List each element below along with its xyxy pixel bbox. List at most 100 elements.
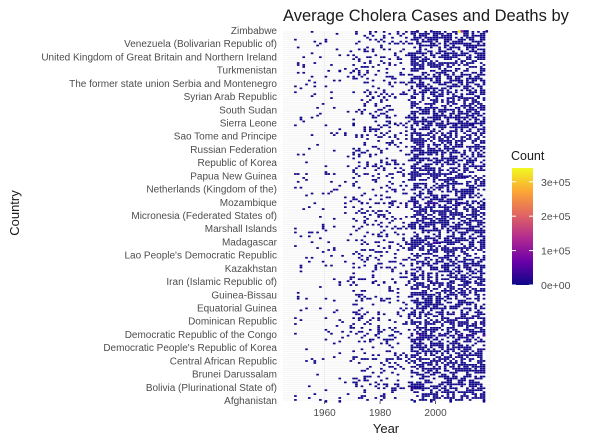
heatmap-tile [466,32,469,35]
heatmap-tile [474,272,477,275]
heatmap-tile [471,323,475,325]
heatmap-tile [396,31,400,33]
heatmap-tile [452,282,455,284]
heatmap-tile [427,369,430,372]
heatmap-tile [441,105,444,107]
heatmap-tile [460,276,464,279]
heatmap-tile [418,274,422,277]
heatmap-tile [396,299,400,302]
heatmap-tile [429,190,433,193]
heatmap-tile [466,110,469,113]
heatmap-tile [429,46,433,49]
heatmap-tile [418,140,422,142]
heatmap-tile [429,116,433,119]
heatmap-tile [360,369,364,372]
heatmap-tile [471,140,475,142]
heatmap-tile [377,40,380,43]
heatmap-tile [477,128,480,131]
heatmap-tile [421,225,425,228]
heatmap-tile [418,190,422,193]
heatmap-tile [482,140,486,142]
heatmap-tile [454,75,458,78]
heatmap-tile [418,138,422,140]
heatmap-tile [443,266,447,269]
heatmap-tile [468,352,472,355]
heatmap-tile [466,253,469,255]
heatmap-tile [410,179,414,181]
heatmap-tile [421,188,425,191]
heatmap-tile [477,165,480,168]
heatmap-tile [446,180,450,183]
heatmap-tile [360,317,364,320]
heatmap-tile [482,36,486,39]
heatmap-tile [477,340,480,343]
heatmap-tile [418,186,422,189]
heatmap-tile [382,124,386,127]
heatmap-tile [446,284,450,286]
heatmap-tile [454,371,458,374]
heatmap-tile [421,348,425,351]
heatmap-tile [482,169,486,172]
heatmap-tile [443,68,447,70]
heatmap-tile [438,171,441,173]
heatmap-tile [421,85,425,88]
heatmap-tile [452,52,455,55]
heatmap-tile-series [477,96,480,99]
heatmap-tile [352,206,355,209]
heatmap-tile [413,360,416,362]
heatmap-tile [460,145,464,148]
heatmap-tile [424,210,428,212]
heatmap-tile [443,305,447,308]
heatmap-tile [424,286,428,288]
heatmap-tile [466,83,469,86]
heatmap-tile [466,169,469,172]
heatmap-tile [454,383,458,386]
heatmap-tile [380,56,383,59]
heatmap-tile [427,192,430,195]
heatmap-tile [424,307,428,310]
heatmap-tile [449,134,453,136]
heatmap-tile [441,200,444,203]
legend-tick-label: 2e+05 [541,211,571,223]
heatmap-tile [438,62,441,64]
heatmap-tile [482,214,486,216]
heatmap-tile [460,214,464,216]
heatmap-tile [427,229,430,232]
heatmap-tile [482,231,486,234]
heatmap-tile [410,171,414,173]
heatmap-tile [449,387,453,390]
heatmap-tile [443,212,447,214]
heatmap-tile [443,40,447,43]
heatmap-tile [332,356,336,358]
heatmap-tile [424,291,428,294]
heatmap-tile [479,155,483,158]
heatmap-tile [446,330,450,333]
heatmap-tile [438,367,441,370]
heatmap-tile [421,247,425,249]
heatmap-tile [468,348,472,351]
x-tick-label: 2000 [424,408,447,419]
heatmap-tile [443,254,447,257]
heatmap-tile [443,56,447,59]
heatmap-tile [471,328,475,331]
heatmap-tile [477,75,480,78]
heatmap-tile [474,208,477,210]
heatmap-tile [377,214,380,216]
heatmap-tile [366,256,369,259]
heatmap-tile [410,60,414,62]
heatmap-tile [452,251,455,253]
heatmap-tile [435,227,439,230]
heatmap-tile [377,87,380,90]
heatmap-tile [341,330,344,333]
heatmap-tile [468,221,472,224]
heatmap-tile [382,36,386,39]
heatmap-tile [432,54,436,57]
heatmap-tile [463,60,466,62]
heatmap-tile [452,221,455,224]
heatmap-tile [357,60,361,62]
heatmap-tile [427,280,430,283]
heatmap-tile [446,54,450,57]
heatmap-tile [332,299,336,302]
heatmap-tile [466,79,469,82]
heatmap-tile [418,169,422,172]
